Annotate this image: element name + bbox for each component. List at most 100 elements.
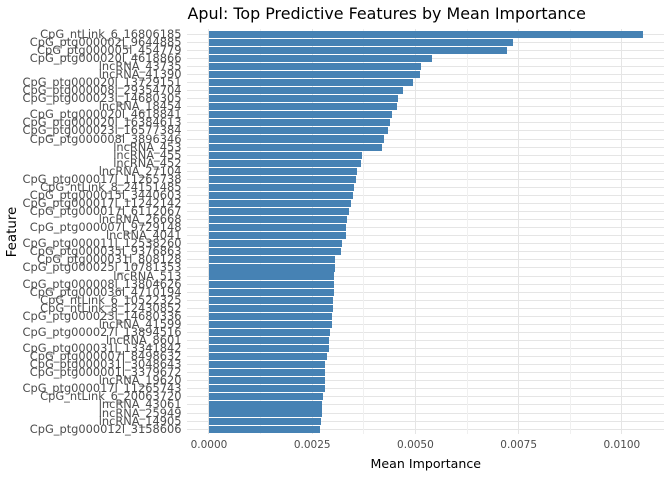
y-tick-label: lncRNA_18454 bbox=[98, 99, 182, 114]
bar bbox=[208, 409, 322, 417]
y-tick-label: CpG_ptg000017l_11265738 bbox=[22, 171, 182, 186]
gridline-horizontal bbox=[187, 404, 665, 406]
bar bbox=[208, 248, 341, 256]
bar bbox=[208, 127, 389, 135]
y-tick-label: CpG_ptg000002l_9644885 bbox=[29, 34, 182, 49]
gridline-horizontal bbox=[187, 396, 665, 398]
bar bbox=[208, 288, 334, 296]
y-tick-label: CpG_ptg000005l_454779 bbox=[37, 42, 182, 57]
y-tick-label: lncRNA_25949 bbox=[98, 405, 182, 420]
gridline-horizontal bbox=[187, 82, 665, 84]
bar bbox=[208, 87, 404, 95]
gridline-horizontal bbox=[187, 138, 665, 140]
gridline-horizontal bbox=[187, 122, 665, 124]
bar bbox=[208, 304, 333, 312]
bar bbox=[208, 345, 329, 353]
x-axis-title: Mean Importance bbox=[370, 456, 482, 472]
gridline-horizontal bbox=[187, 420, 665, 422]
gridline-horizontal bbox=[187, 114, 665, 116]
y-tick-label: CpG_ptg000027l_13894516 bbox=[22, 324, 182, 339]
y-tick-label: CpG_ptg000031l_808128 bbox=[37, 252, 182, 267]
x-tick-label: 0.0000 bbox=[190, 439, 228, 452]
gridline-horizontal bbox=[187, 130, 665, 132]
y-tick-label: lncRNA_4041 bbox=[105, 228, 182, 243]
y-tick-label: lncRNA_8601 bbox=[105, 333, 182, 347]
y-tick-label: lncRNA_513 bbox=[113, 268, 182, 283]
y-tick-label: CpG_ptg000023l_14680305 bbox=[22, 91, 182, 106]
gridline-horizontal bbox=[187, 331, 665, 333]
bar bbox=[208, 95, 399, 103]
bar bbox=[208, 401, 323, 409]
gridline-horizontal bbox=[187, 98, 665, 100]
y-tick-label: lncRNA_26668 bbox=[98, 212, 182, 227]
gridline-vertical-major bbox=[414, 29, 416, 434]
bar bbox=[208, 385, 325, 393]
gridline-vertical-minor bbox=[260, 29, 262, 434]
bar bbox=[208, 377, 325, 385]
x-tick-label: 0.0050 bbox=[397, 439, 434, 452]
bar bbox=[208, 264, 335, 272]
y-tick-label: CpG_ptg000023l_16577384 bbox=[22, 123, 182, 138]
gridline-horizontal bbox=[187, 348, 665, 350]
bar bbox=[208, 425, 321, 433]
gridline-horizontal bbox=[187, 186, 665, 188]
gridline-horizontal bbox=[187, 194, 665, 196]
bar bbox=[208, 159, 361, 167]
gridline-horizontal bbox=[187, 283, 665, 285]
gridline-horizontal bbox=[187, 380, 665, 382]
gridline-horizontal bbox=[187, 315, 665, 317]
gridline-horizontal bbox=[187, 146, 665, 148]
gridline-horizontal bbox=[187, 219, 665, 221]
gridline-vertical-minor bbox=[569, 29, 571, 434]
bar bbox=[208, 224, 347, 232]
gridline-horizontal bbox=[187, 235, 665, 237]
gridline-horizontal bbox=[187, 251, 665, 253]
x-tick-label: 0.0025 bbox=[293, 439, 331, 452]
bar bbox=[208, 46, 508, 54]
y-tick-label: CpG_ntLink_6_16806185 bbox=[40, 26, 182, 41]
gridline-horizontal bbox=[187, 307, 665, 309]
y-tick-label: CpG_ptg000017l_11265743 bbox=[22, 381, 182, 396]
bar bbox=[208, 199, 351, 208]
bar bbox=[208, 369, 326, 377]
gridline-horizontal bbox=[187, 267, 665, 269]
y-tick-label: CpG_ptg000020l_4618841 bbox=[29, 107, 182, 122]
y-tick-label: lncRNA_452 bbox=[113, 155, 182, 170]
y-tick-label: lncRNA_43061 bbox=[98, 397, 182, 412]
bar bbox=[208, 62, 422, 70]
bar bbox=[208, 296, 334, 304]
gridline-horizontal bbox=[187, 74, 665, 76]
y-tick-label: CpG_ptg000008l_13804626 bbox=[22, 276, 182, 291]
gridline-vertical-minor bbox=[363, 29, 365, 434]
gridline-horizontal bbox=[187, 339, 665, 341]
y-tick-label: lncRNA_455 bbox=[113, 147, 182, 162]
y-tick-label: CpG_ptg000015l_3440603 bbox=[29, 187, 182, 202]
y-tick-label: CpG_ptg000023l_14680336 bbox=[22, 308, 182, 323]
bar bbox=[208, 151, 362, 159]
bar bbox=[208, 312, 333, 320]
gridline-horizontal bbox=[187, 243, 665, 245]
gridline-horizontal bbox=[187, 178, 665, 180]
bar bbox=[208, 320, 332, 328]
y-tick-label: CpG_ntLink_8_12430852 bbox=[40, 300, 182, 315]
bar bbox=[208, 256, 336, 264]
gridline-horizontal bbox=[187, 356, 665, 358]
gridline-vertical-major bbox=[208, 29, 210, 434]
y-tick-label: CpG_ptg000001l_3379672 bbox=[29, 365, 182, 380]
gridline-horizontal bbox=[187, 412, 665, 414]
bar bbox=[208, 70, 420, 79]
bar bbox=[208, 183, 355, 191]
gridline-vertical-major bbox=[621, 29, 623, 434]
y-tick-label: CpG_ptg000007l_8498632 bbox=[29, 349, 182, 364]
bar bbox=[208, 79, 413, 87]
x-tick-label: 0.0075 bbox=[500, 439, 538, 452]
bar bbox=[208, 135, 385, 143]
bar bbox=[208, 361, 326, 369]
y-tick-label: CpG_ptg000031l_13341842 bbox=[22, 341, 182, 356]
bar bbox=[208, 272, 335, 280]
bar bbox=[208, 54, 433, 62]
y-tick-label: CpG_ptg000020l_4618866 bbox=[29, 50, 182, 65]
bar bbox=[208, 353, 328, 361]
gridline-horizontal bbox=[187, 388, 665, 390]
